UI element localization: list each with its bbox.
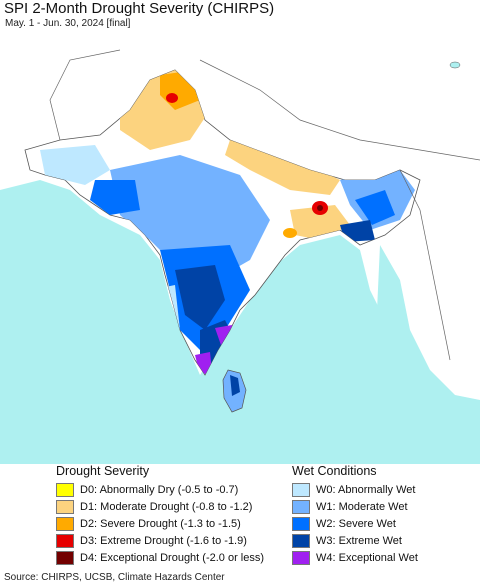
- myanmar-boundary: [399, 169, 451, 361]
- swatch-d1: [56, 500, 74, 514]
- legend-label-w0: W0: Abnormally Wet: [316, 484, 416, 496]
- legend-label-d2: D2: Severe Drought (-1.3 to -1.5): [80, 518, 241, 530]
- wet-zone-west-plains: [40, 145, 110, 185]
- swatch-d4: [56, 551, 74, 565]
- map-title: SPI 2-Month Drought Severity (CHIRPS): [4, 0, 275, 17]
- swatch-d0: [56, 483, 74, 497]
- legend-item-d4: D4: Exceptional Drought (-2.0 or less): [56, 550, 264, 566]
- pakistan-boundary: [49, 49, 121, 141]
- drought-spot-jharkhand: [283, 228, 297, 238]
- arabian-sea: [0, 180, 480, 464]
- legend-item-d2: D2: Severe Drought (-1.3 to -1.5): [56, 516, 241, 532]
- legend-item-d3: D3: Extreme Drought (-1.6 to -1.9): [56, 533, 247, 549]
- swatch-w0: [292, 483, 310, 497]
- map-subtitle: May. 1 - Jun. 30, 2024 [final]: [5, 18, 131, 29]
- northern-boundary: [199, 59, 480, 161]
- legend-item-w3: W3: Extreme Wet: [292, 533, 402, 549]
- legend-label-w2: W2: Severe Wet: [316, 518, 396, 530]
- legend-label-w3: W3: Extreme Wet: [316, 535, 402, 547]
- legend-label-d4: D4: Exceptional Drought (-2.0 or less): [80, 552, 265, 564]
- bay-of-bengal-east: [370, 245, 480, 464]
- drought-spot-punjab: [166, 93, 178, 103]
- legend-item-w0: W0: Abnormally Wet: [292, 482, 415, 498]
- swatch-w4: [292, 551, 310, 565]
- swatch-w1: [292, 500, 310, 514]
- drought-zone-gangetic: [225, 140, 340, 195]
- legend-label-w4: W4: Exceptional Wet: [316, 552, 418, 564]
- swatch-w3: [292, 534, 310, 548]
- swatch-w2: [292, 517, 310, 531]
- wet-zone-south-core: [175, 265, 225, 330]
- legend-label-d1: D1: Moderate Drought (-0.8 to -1.2): [80, 501, 253, 513]
- legend-label-d0: D0: Abnormally Dry (-0.5 to -0.7): [80, 484, 239, 496]
- legend-item-w1: W1: Moderate Wet: [292, 499, 408, 515]
- drought-spot-bengal-core: [317, 205, 323, 211]
- drought-zone-bihar: [290, 205, 350, 240]
- legend-item-w2: W2: Severe Wet: [292, 516, 396, 532]
- swatch-d3: [56, 534, 74, 548]
- swatch-d2: [56, 517, 74, 531]
- source-credit: Source: CHIRPS, UCSB, Climate Hazards Ce…: [4, 572, 225, 583]
- drought-map: [0, 30, 480, 464]
- wet-zone-gujarat: [90, 180, 140, 215]
- wet-zone-northeast-core: [355, 190, 395, 225]
- legend: Drought Severity Wet Conditions D0: Abno…: [0, 464, 480, 568]
- legend-label-d3: D3: Extreme Drought (-1.6 to -1.9): [80, 535, 247, 547]
- legend-item-w4: W4: Exceptional Wet: [292, 550, 418, 566]
- legend-label-w1: W1: Moderate Wet: [316, 501, 408, 513]
- sri-lanka-wet-core: [230, 375, 240, 396]
- legend-item-d0: D0: Abnormally Dry (-0.5 to -0.7): [56, 482, 238, 498]
- legend-item-d1: D1: Moderate Drought (-0.8 to -1.2): [56, 499, 252, 515]
- wet-zone-bangladesh-coast: [340, 220, 375, 242]
- legend-drought-heading: Drought Severity: [56, 464, 150, 478]
- legend-wet-heading: Wet Conditions: [292, 464, 377, 478]
- lake: [449, 61, 461, 69]
